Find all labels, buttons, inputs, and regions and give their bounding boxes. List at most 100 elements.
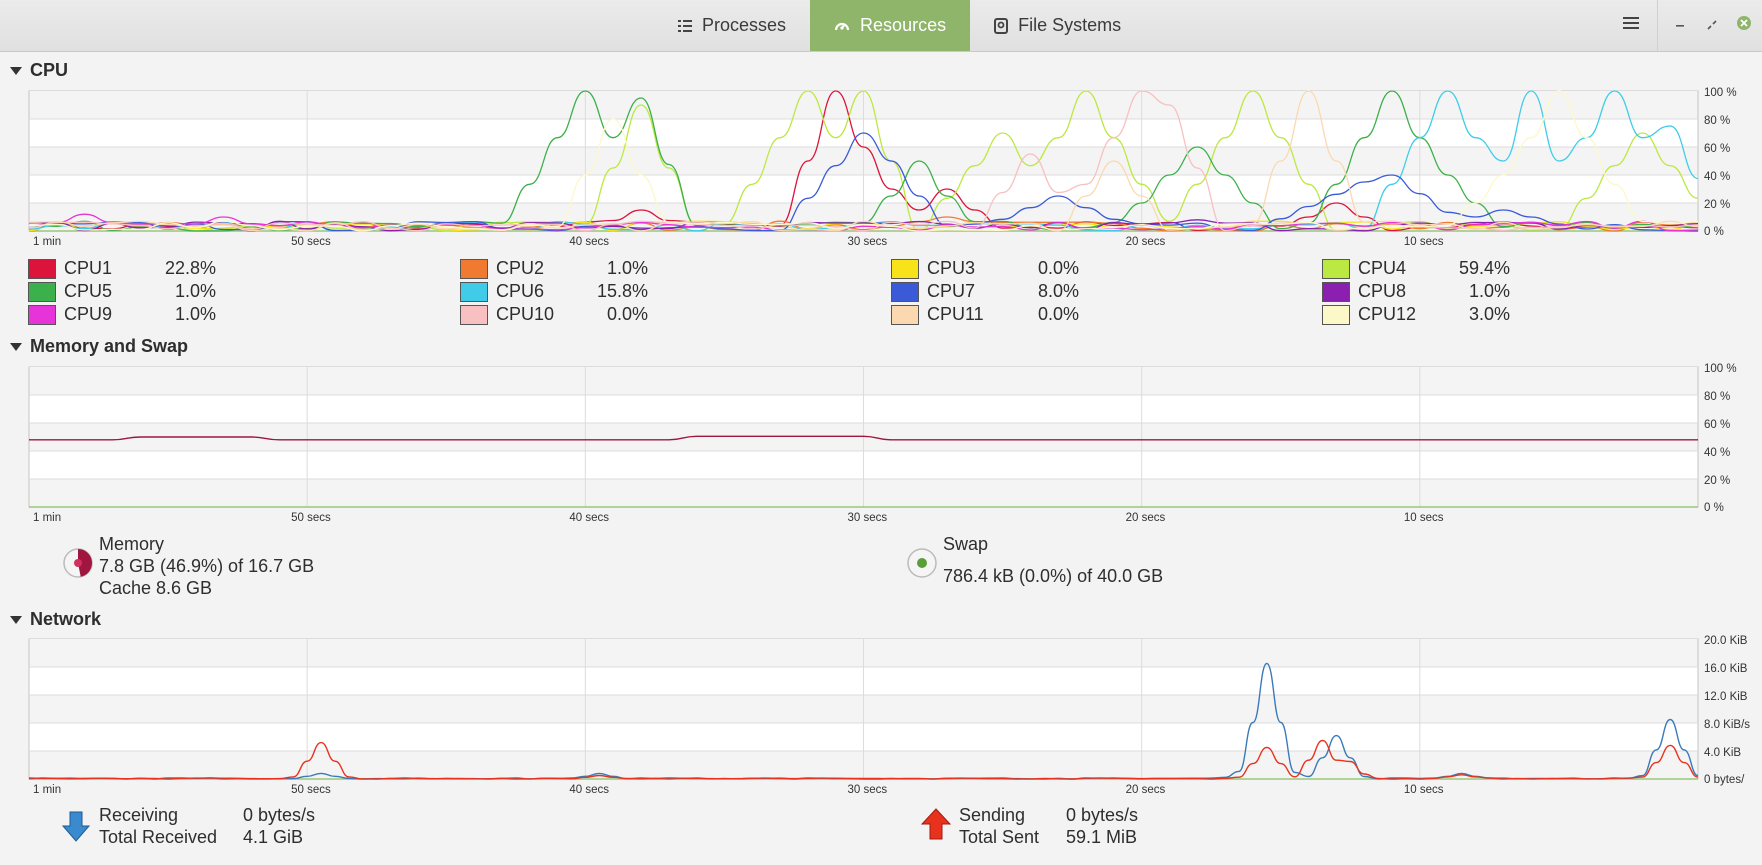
memory-time-label: 10 secs [1404, 512, 1444, 524]
cpu-y-label: 80 % [1704, 115, 1730, 127]
cpu-color-swatch[interactable] [460, 281, 488, 302]
cpu-usage-value: 0.0% [606, 304, 648, 324]
cpu-name: CPU11 [927, 304, 984, 324]
memory-y-label: 80 % [1704, 391, 1730, 403]
cpu-usage-value: 8.0% [1037, 281, 1079, 301]
cpu-color-swatch[interactable] [460, 304, 488, 325]
memory-history-graph: 100 % 80 % 60 % 40 % 20 % 0 % 1 min 50 secs 40 s… [28, 363, 1737, 524]
expander-arrow-icon [10, 66, 22, 75]
close-button[interactable] [1728, 0, 1760, 51]
total-sent-value: 59.1 MiB [1066, 827, 1138, 847]
list-icon [678, 19, 692, 33]
cpu-time-label: 1 min [33, 236, 61, 248]
cpu-legend-item[interactable]: CPU4 59.4% [1322, 258, 1510, 279]
cpu-time-label: 50 secs [291, 236, 331, 248]
memory-time-label: 20 secs [1126, 512, 1166, 524]
cpu-color-swatch[interactable] [1322, 281, 1350, 302]
memory-section-title: Memory and Swap [30, 336, 189, 356]
cpu-color-swatch[interactable] [1322, 304, 1350, 325]
network-section-toggle[interactable]: Network [10, 609, 101, 630]
cpu-usage-value: 22.8% [164, 258, 216, 278]
maximize-button[interactable] [1696, 0, 1728, 51]
window-controls [1605, 0, 1762, 51]
total-sent-label: Total Sent [959, 827, 1040, 847]
cpu-name: CPU8 [1358, 281, 1407, 301]
tab-processes[interactable]: Processes [654, 0, 810, 51]
memory-info: Memory 7.8 GB (46.9%) of 16.7 GB Cache 8… [62, 533, 314, 599]
expander-arrow-icon [10, 342, 22, 351]
cpu-section-toggle[interactable]: CPU [10, 60, 68, 81]
cpu-color-swatch[interactable] [460, 258, 488, 279]
tab-processes-label: Processes [702, 15, 787, 35]
cpu-time-label: 40 secs [569, 236, 609, 248]
network-history-graph: 20.0 KiB 16.0 KiB 12.0 KiB 8.0 KiB/s 4.0 KiB… [28, 635, 1750, 796]
memory-cache: Cache 8.6 GB [99, 578, 213, 598]
network-y-label: 4.0 KiB [1704, 747, 1741, 759]
memory-y-label: 100 % [1704, 363, 1737, 375]
cpu-color-swatch[interactable] [28, 258, 56, 279]
cpu-color-swatch[interactable] [28, 304, 56, 325]
gauge-icon [834, 18, 850, 34]
network-y-label: 8.0 KiB/s [1704, 719, 1750, 731]
cpu-color-swatch[interactable] [891, 304, 919, 325]
network-y-label: 16.0 KiB [1704, 663, 1748, 675]
network-y-label: 20.0 KiB [1704, 635, 1748, 647]
cpu-y-label: 40 % [1704, 171, 1730, 183]
cpu-legend-item[interactable]: CPU10 0.0% [460, 304, 648, 325]
cpu-usage-value: 0.0% [1037, 258, 1079, 278]
network-y-label: 12.0 KiB [1704, 691, 1748, 703]
memory-usage: 7.8 GB (46.9%) of 16.7 GB [99, 556, 315, 576]
cpu-legend-item[interactable]: CPU7 8.0% [891, 281, 1079, 302]
receiving-label: Receiving [99, 805, 179, 825]
cpu-legend-item[interactable]: CPU2 1.0% [460, 258, 648, 279]
network-time-label: 50 secs [291, 784, 331, 796]
cpu-legend-item[interactable]: CPU11 0.0% [891, 304, 1079, 325]
cpu-usage-value: 1.0% [174, 304, 216, 324]
cpu-series-cpu8 [28, 219, 1699, 232]
minimize-button[interactable] [1664, 0, 1696, 51]
menu-button[interactable] [1605, 0, 1658, 51]
disk-icon [994, 17, 1009, 34]
cpu-legend-item[interactable]: CPU5 1.0% [28, 281, 216, 302]
cpu-legend-item[interactable]: CPU3 0.0% [891, 258, 1079, 279]
tab-resources-label: Resources [860, 15, 947, 35]
swap-info: Swap 786.4 kB (0.0%) of 40.0 GB [906, 533, 1163, 587]
cpu-y-label: 20 % [1704, 199, 1730, 211]
network-time-label: 10 secs [1404, 784, 1444, 796]
view-switcher: Processes Resources File Systems [654, 0, 1145, 51]
cpu-name: CPU4 [1358, 258, 1407, 278]
memory-time-label: 40 secs [569, 512, 609, 524]
cpu-usage-value: 15.8% [596, 281, 648, 301]
network-time-label: 1 min [33, 784, 61, 796]
cpu-legend-item[interactable]: CPU12 3.0% [1322, 304, 1510, 325]
memory-y-label: 60 % [1704, 419, 1730, 431]
cpu-legend-item[interactable]: CPU8 1.0% [1322, 281, 1510, 302]
tab-resources[interactable]: Resources [810, 0, 971, 51]
cpu-name: CPU1 [64, 258, 113, 278]
network-section-title: Network [30, 609, 102, 629]
cpu-legend-item[interactable]: CPU6 15.8% [460, 281, 648, 302]
download-arrow-icon [61, 810, 91, 847]
cpu-name: CPU6 [496, 281, 545, 301]
cpu-legend-item[interactable]: CPU1 22.8% [28, 258, 216, 279]
cpu-y-label: 60 % [1704, 143, 1730, 155]
receiving-value: 0 bytes/s [243, 805, 316, 825]
cpu-name: CPU9 [64, 304, 113, 324]
cpu-series-cpu11 [28, 90, 1699, 232]
cpu-color-swatch[interactable] [891, 258, 919, 279]
cpu-color-swatch[interactable] [1322, 258, 1350, 279]
close-icon [1736, 15, 1752, 36]
upload-arrow-icon [920, 808, 952, 845]
cpu-legend-item[interactable]: CPU9 1.0% [28, 304, 216, 325]
memory-section-toggle[interactable]: Memory and Swap [10, 336, 188, 357]
cpu-y-label: 100 % [1704, 87, 1737, 99]
network-time-label: 30 secs [848, 784, 888, 796]
memory-time-label: 50 secs [291, 512, 331, 524]
cpu-time-label: 20 secs [1126, 236, 1166, 248]
sending-value: 0 bytes/s [1066, 805, 1139, 825]
cpu-color-swatch[interactable] [28, 281, 56, 302]
cpu-section-title: CPU [30, 60, 69, 80]
cpu-color-swatch[interactable] [891, 281, 919, 302]
memory-pie-icon [62, 547, 94, 584]
tab-file-systems[interactable]: File Systems [970, 0, 1145, 51]
